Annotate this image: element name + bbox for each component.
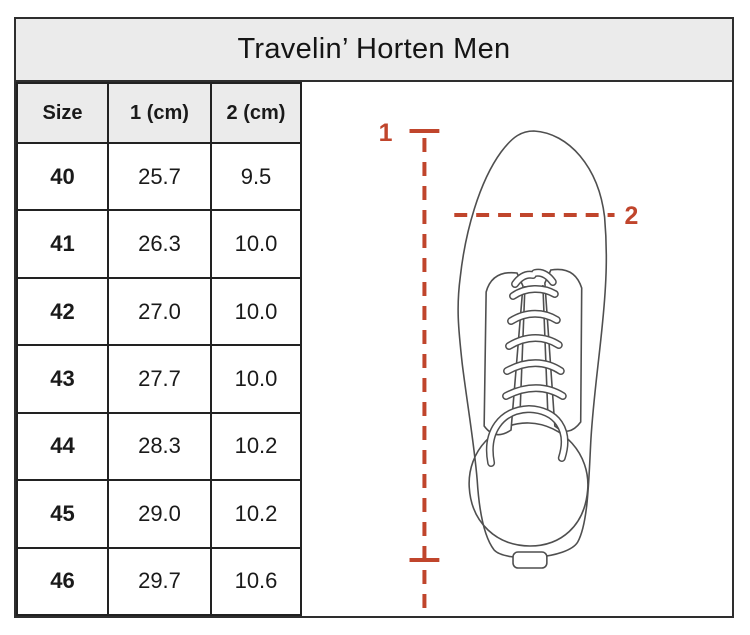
- length-measure-label: 1: [379, 119, 393, 147]
- size-value: 45: [16, 479, 109, 549]
- shoe-top-view-illustration: 1 2: [379, 119, 639, 616]
- width-value: 9.5: [210, 141, 302, 212]
- lace: [532, 270, 556, 285]
- width-value: 10.0: [210, 209, 302, 279]
- length-value: 29.0: [107, 479, 212, 549]
- size-chart-frame: Travelin’ Horten Men Size 1 (cm) 2 (cm) …: [14, 17, 734, 618]
- size-value: 42: [16, 276, 109, 347]
- width-value: 10.0: [210, 344, 302, 414]
- header-length-cm: 1 (cm): [107, 82, 212, 144]
- header-width-cm: 2 (cm): [210, 82, 302, 144]
- table-row: 44 28.3 10.2: [16, 411, 302, 482]
- heel-tab: [512, 551, 548, 569]
- chart-content: Size 1 (cm) 2 (cm) 40 25.7 9.5 41 26.3 1…: [16, 82, 732, 617]
- size-table: Size 1 (cm) 2 (cm) 40 25.7 9.5 41 26.3 1…: [16, 82, 302, 617]
- table-row: 45 29.0 10.2: [16, 479, 302, 549]
- table-row: 42 27.0 10.0: [16, 276, 302, 347]
- width-value: 10.0: [210, 276, 302, 347]
- width-measure-label: 2: [625, 202, 639, 230]
- length-value: 26.3: [107, 209, 212, 279]
- ankle-opening: [468, 422, 589, 547]
- lace: [506, 335, 562, 349]
- length-value: 27.0: [107, 276, 212, 347]
- length-value: 25.7: [107, 141, 212, 212]
- lace: [512, 272, 536, 287]
- lace: [504, 360, 564, 374]
- width-value: 10.2: [210, 411, 302, 482]
- lace: [510, 286, 558, 299]
- table-row: 46 29.7 10.6: [16, 546, 302, 617]
- width-value: 10.2: [210, 479, 302, 549]
- length-value: 27.7: [107, 344, 212, 414]
- width-value: 10.6: [210, 546, 302, 617]
- table-header-row: Size 1 (cm) 2 (cm): [16, 82, 302, 144]
- measurement-diagram: 1 2: [302, 82, 732, 616]
- length-value: 29.7: [107, 546, 212, 617]
- length-value: 28.3: [107, 411, 212, 482]
- size-value: 46: [16, 546, 109, 617]
- lace: [508, 311, 560, 324]
- size-value: 40: [16, 141, 109, 212]
- lace-loop: [487, 406, 567, 466]
- table-row: 40 25.7 9.5: [16, 141, 302, 212]
- size-value: 43: [16, 344, 109, 414]
- page-title: Travelin’ Horten Men: [16, 19, 732, 82]
- table-row: 43 27.7 10.0: [16, 344, 302, 414]
- size-value: 44: [16, 411, 109, 482]
- boot-outline: [457, 130, 608, 559]
- size-value: 41: [16, 209, 109, 279]
- header-size: Size: [16, 82, 109, 144]
- lace: [503, 385, 566, 399]
- table-row: 41 26.3 10.0: [16, 209, 302, 279]
